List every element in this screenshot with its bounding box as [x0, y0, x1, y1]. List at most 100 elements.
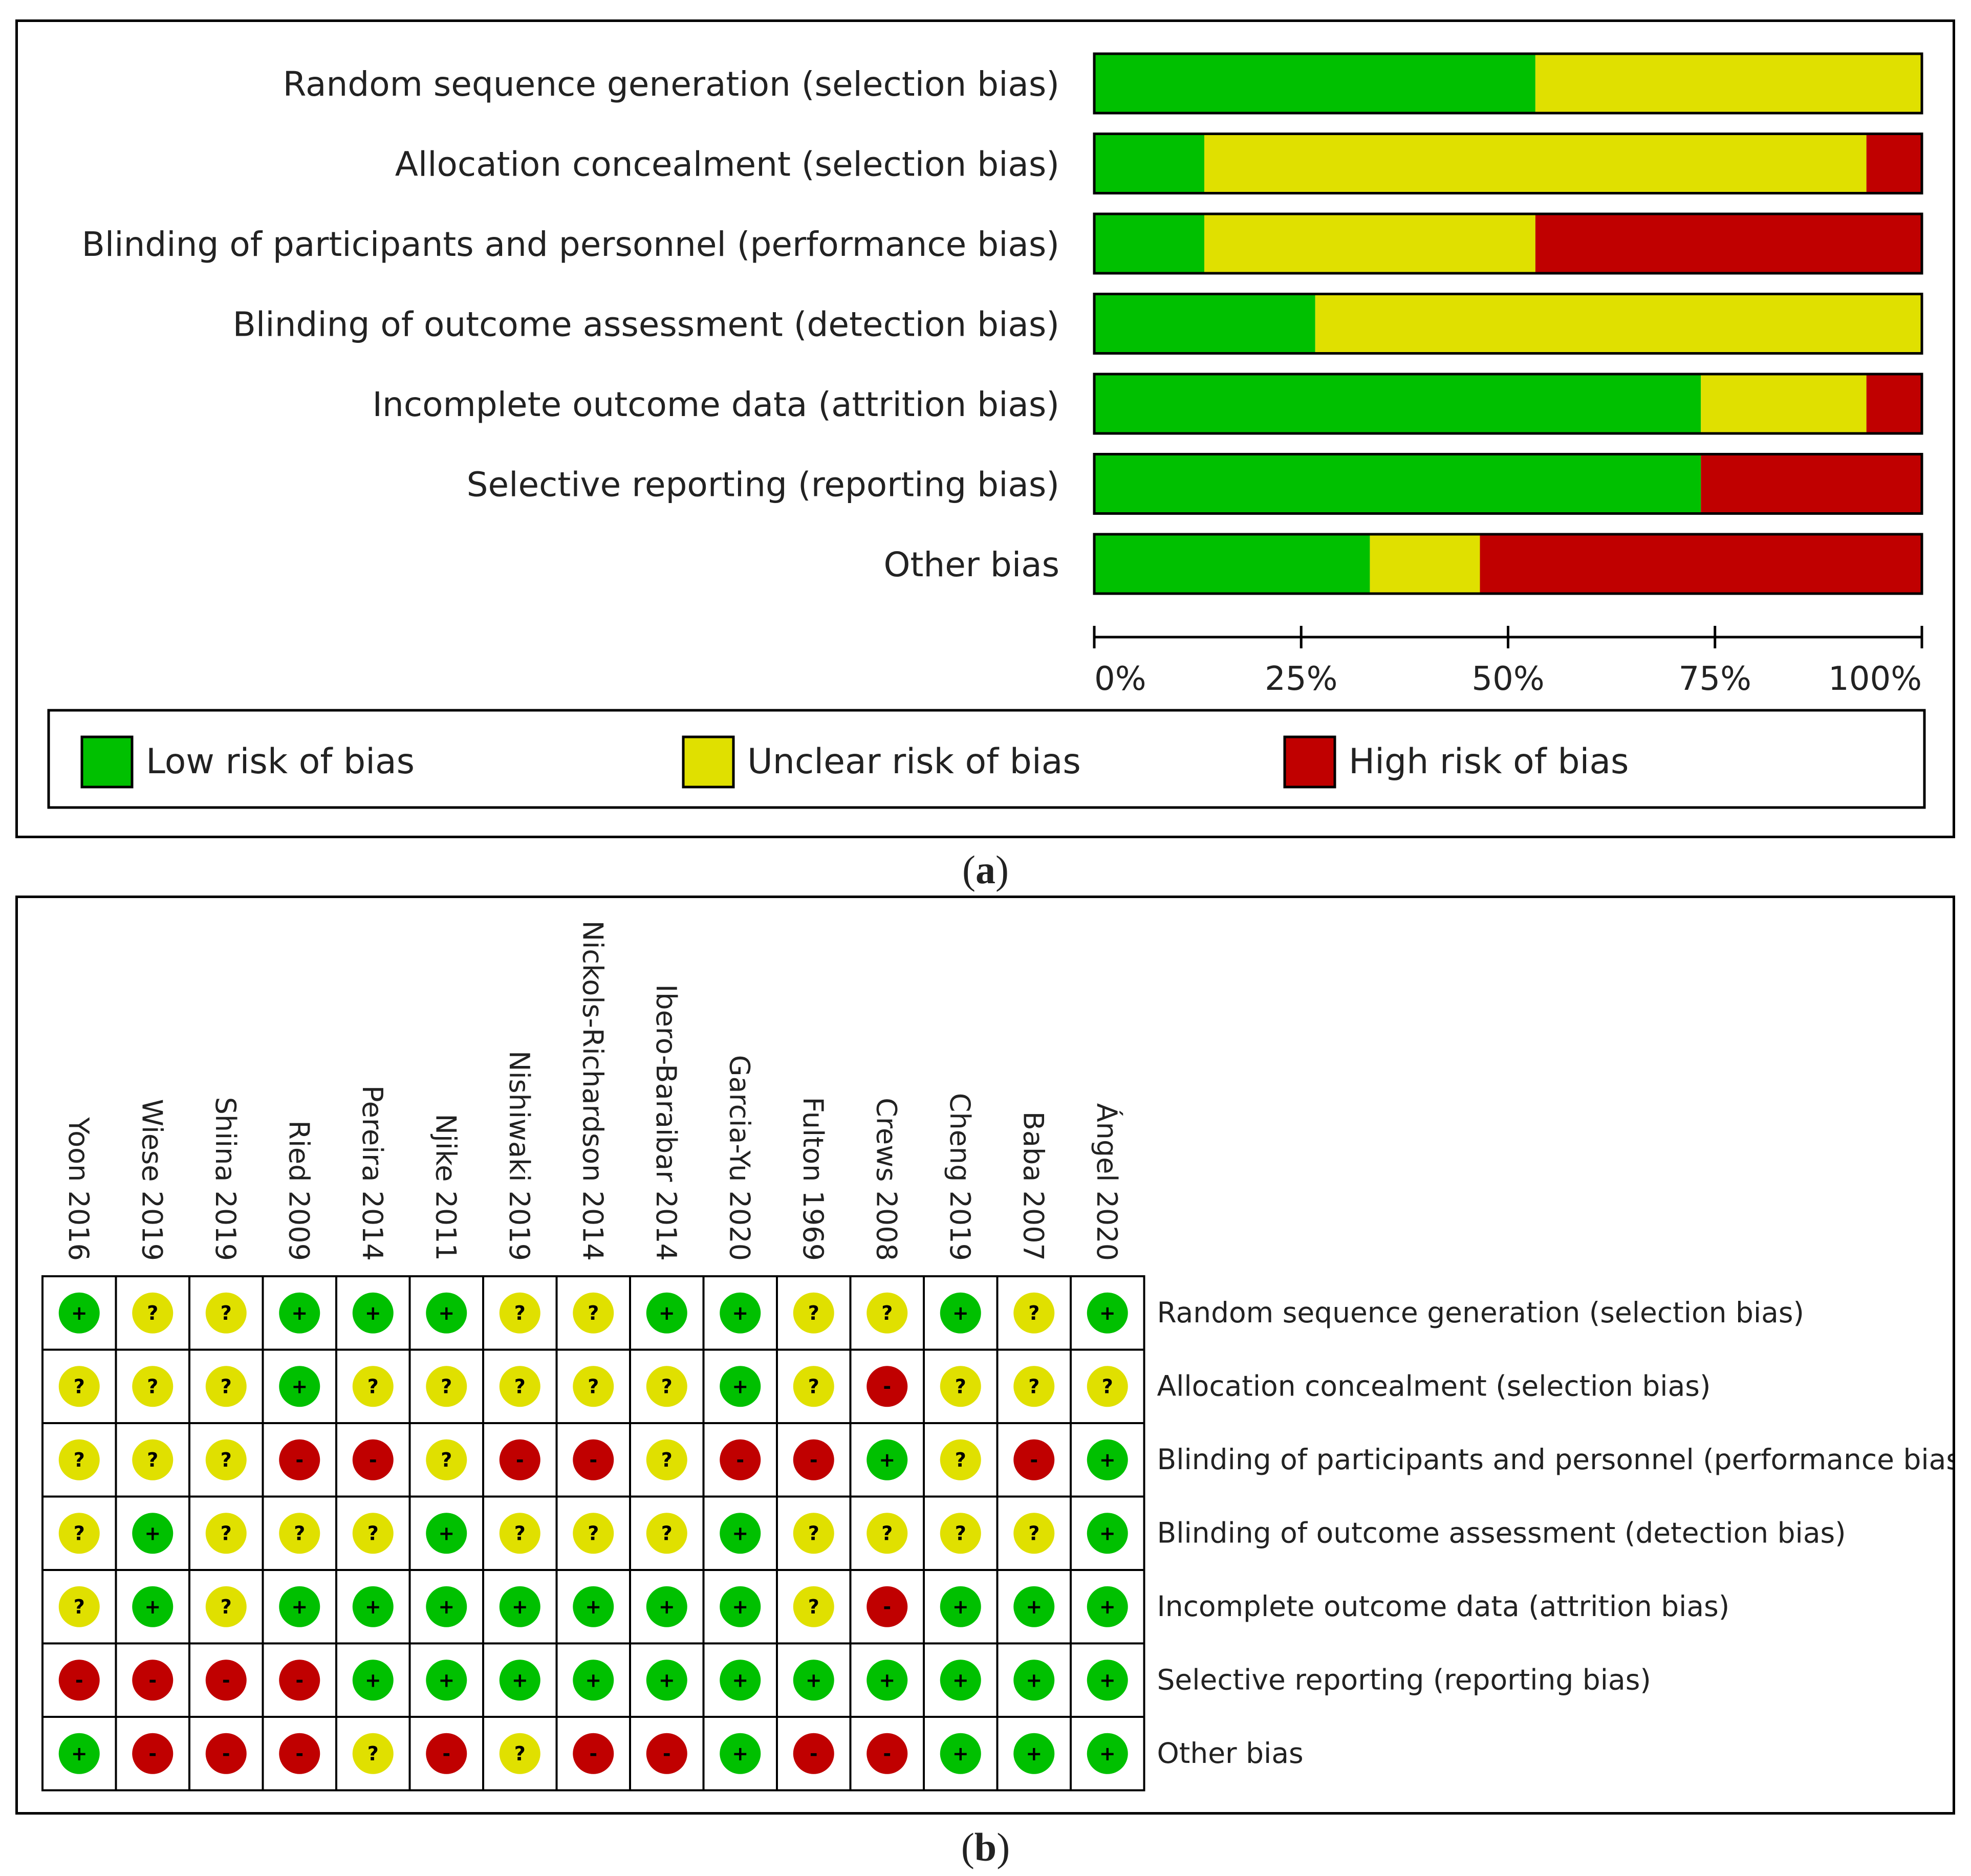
judgement-symbol-2-1: ?: [147, 1449, 158, 1471]
judgement-symbol-0-11: ?: [881, 1302, 893, 1324]
judgement-symbol-1-12: ?: [955, 1375, 966, 1398]
judgement-high-6-7: [573, 1733, 614, 1774]
x-tick-label-4: 100%: [1828, 660, 1922, 698]
bar-outline-0: [1093, 52, 1923, 115]
domain-label-0: Random sequence generation (selection bi…: [1157, 1296, 1804, 1329]
judgement-low-4-3: [279, 1586, 320, 1627]
judgement-symbol-5-1: -: [148, 1669, 157, 1691]
judgement-low-5-12: [940, 1660, 981, 1701]
judgement-low-6-9: [720, 1733, 761, 1774]
judgement-symbol-5-14: +: [1099, 1669, 1116, 1691]
bar-outline-2: [1093, 212, 1923, 275]
judgement-unclear-0-6: [499, 1292, 540, 1334]
legend-label-low: Low risk of bias: [146, 741, 415, 782]
judgement-symbol-1-6: ?: [514, 1375, 526, 1398]
judgement-unclear-0-2: [205, 1292, 247, 1334]
judgement-low-4-6: [499, 1586, 540, 1627]
judgement-low-0-3: [279, 1292, 320, 1334]
category-label-6: Other bias: [884, 545, 1059, 584]
judgement-unclear-6-4: [352, 1733, 394, 1774]
judgement-high-6-5: [426, 1733, 467, 1774]
study-label-4: Pereira 2014: [356, 1085, 388, 1261]
judgement-symbol-3-11: ?: [881, 1522, 893, 1544]
judgement-high-2-9: [720, 1439, 761, 1480]
judgement-symbol-1-4: ?: [367, 1375, 379, 1398]
study-label-3: Ried 2009: [283, 1120, 315, 1261]
study-label-0: Yoon 2016: [62, 1117, 95, 1261]
study-label-8: Ibero-Baraibar 2014: [650, 984, 682, 1261]
category-label-1: Allocation concealment (selection bias): [395, 145, 1059, 184]
legend-swatch-high: [1283, 735, 1336, 789]
judgement-symbol-1-3: +: [291, 1375, 308, 1398]
judgement-low-4-5: [426, 1586, 467, 1627]
judgement-high-5-3: [279, 1660, 320, 1701]
judgement-symbol-6-1: -: [148, 1742, 157, 1765]
judgement-unclear-2-5: [426, 1439, 467, 1480]
judgement-high-2-10: [793, 1439, 834, 1480]
judgement-symbol-0-6: ?: [514, 1302, 526, 1324]
judgement-unclear-1-5: [426, 1366, 467, 1407]
category-label-0: Random sequence generation (selection bi…: [283, 64, 1059, 104]
study-label-2: Shiina 2019: [209, 1097, 242, 1261]
category-label-3: Blinding of outcome assessment (detectio…: [233, 305, 1059, 344]
judgement-low-5-13: [1013, 1660, 1055, 1701]
judgement-symbol-6-2: -: [222, 1742, 230, 1765]
judgement-symbol-5-13: +: [1026, 1669, 1042, 1691]
judgement-unclear-3-7: [573, 1513, 614, 1554]
judgement-unclear-3-12: [940, 1513, 981, 1554]
x-tick-label-0: 0%: [1094, 660, 1146, 698]
grid-cell-3-12: [923, 1495, 999, 1571]
judgement-symbol-2-7: -: [589, 1449, 597, 1471]
study-label-1: Wiese 2019: [136, 1099, 168, 1261]
judgement-high-5-1: [132, 1660, 174, 1701]
domain-label-3: Blinding of outcome assessment (detectio…: [1157, 1516, 1846, 1549]
judgement-high-6-2: [205, 1733, 247, 1774]
bar-low-2: [1094, 214, 1205, 273]
judgement-low-0-4: [352, 1292, 394, 1334]
domain-label-4: Incomplete outcome data (attrition bias): [1157, 1590, 1730, 1623]
judgement-high-1-11: [867, 1366, 908, 1407]
judgement-unclear-3-2: [205, 1513, 247, 1554]
x-tick-label-2: 50%: [1471, 660, 1544, 698]
judgement-low-5-9: [720, 1660, 761, 1701]
judgement-symbol-3-14: +: [1099, 1522, 1116, 1544]
judgement-symbol-6-5: -: [442, 1742, 450, 1765]
judgement-symbol-1-11: -: [883, 1375, 891, 1398]
judgement-low-2-14: [1087, 1439, 1128, 1480]
judgement-low-1-9: [720, 1366, 761, 1407]
judgement-symbol-2-14: +: [1099, 1449, 1116, 1471]
judgement-symbol-5-5: +: [438, 1669, 454, 1691]
judgement-symbol-2-13: -: [1030, 1449, 1038, 1471]
judgement-unclear-1-14: [1087, 1366, 1128, 1407]
judgement-low-2-11: [867, 1439, 908, 1480]
judgement-symbol-4-10: ?: [808, 1596, 819, 1618]
judgement-low-4-12: [940, 1586, 981, 1627]
caption-b: (b): [961, 1825, 1010, 1869]
judgement-symbol-5-9: +: [732, 1669, 748, 1691]
judgement-symbol-1-0: ?: [74, 1375, 85, 1398]
judgement-low-5-10: [793, 1660, 834, 1701]
judgement-symbol-0-10: ?: [808, 1302, 819, 1324]
category-label-4: Incomplete outcome data (attrition bias): [373, 385, 1059, 424]
judgement-low-0-8: [646, 1292, 687, 1334]
judgement-symbol-6-8: -: [663, 1742, 671, 1765]
study-label-10: Fulton 1969: [797, 1097, 829, 1261]
study-label-7: Nickols-Richardson 2014: [576, 921, 609, 1261]
judgement-high-5-0: [58, 1660, 100, 1701]
judgement-symbol-4-13: +: [1026, 1596, 1042, 1618]
bar-unclear-4: [1701, 374, 1867, 433]
study-label-6: Nishiwaki 2019: [503, 1051, 535, 1261]
judgement-symbol-0-1: ?: [147, 1302, 158, 1324]
bias-summary-chart: Yoon 2016 Wiese 2019 Shiina 2019 Ried 2009 P…: [41, 921, 1971, 1792]
judgement-symbol-3-0: ?: [74, 1522, 85, 1544]
domain-label-5: Selective reporting (reporting bias): [1157, 1663, 1651, 1696]
judgement-symbol-1-13: ?: [1028, 1375, 1039, 1398]
x-tick-label-1: 25%: [1265, 660, 1337, 698]
bar-outline-5: [1093, 453, 1923, 515]
bar-high-1: [1866, 134, 1922, 193]
judgement-unclear-3-8: [646, 1513, 687, 1554]
judgement-symbol-4-4: +: [365, 1596, 381, 1618]
bar-unclear-0: [1535, 54, 1922, 113]
grid-cell-6-6: [482, 1716, 558, 1792]
judgement-symbol-2-2: ?: [221, 1449, 232, 1471]
